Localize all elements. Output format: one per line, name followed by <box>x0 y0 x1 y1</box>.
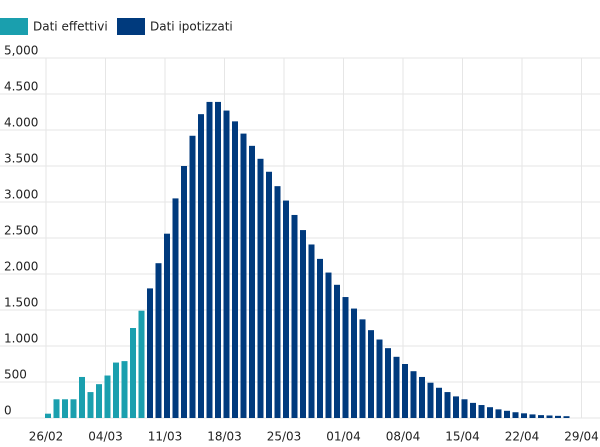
bar <box>113 362 119 418</box>
bar <box>359 319 366 418</box>
bar <box>283 200 289 418</box>
bar <box>206 101 213 419</box>
bar <box>521 413 527 418</box>
bar <box>402 364 408 418</box>
bar <box>104 375 111 418</box>
bar <box>257 158 264 419</box>
bar <box>79 376 85 418</box>
bar <box>266 171 272 418</box>
bar <box>529 414 536 418</box>
y-tick-label: 3.000 <box>4 188 38 202</box>
bar <box>461 399 468 418</box>
y-tick-label: 500 <box>4 368 27 382</box>
y-tick-label: 2.000 <box>4 260 38 274</box>
bar <box>470 402 476 418</box>
bar <box>130 328 136 418</box>
bar <box>87 392 94 418</box>
bar <box>155 263 162 418</box>
x-tick-label: 11/03 <box>148 430 183 444</box>
y-tick-label: 1.500 <box>4 296 38 310</box>
x-tick-label: 18/03 <box>207 430 242 444</box>
y-tick-label: 4.000 <box>4 116 38 130</box>
bar <box>189 135 196 418</box>
legend-label: Dati effettivi <box>33 20 108 34</box>
bar <box>368 330 374 418</box>
x-tick-label: 26/02 <box>29 430 64 444</box>
bar <box>538 415 544 418</box>
legend-swatch <box>117 18 145 35</box>
bar <box>376 339 383 418</box>
x-tick-label: 22/04 <box>505 430 540 444</box>
bar <box>291 214 298 418</box>
x-tick-label: 25/03 <box>267 430 302 444</box>
legend-swatch <box>0 18 28 35</box>
y-tick-label: 0 <box>4 404 12 418</box>
bar <box>198 114 204 418</box>
bar <box>70 399 77 418</box>
x-tick-label: 04/03 <box>88 430 123 444</box>
y-tick-label: 1.000 <box>4 332 38 346</box>
bar <box>96 384 102 418</box>
bar <box>223 110 230 418</box>
bar <box>546 415 553 418</box>
bar <box>215 101 221 419</box>
bar <box>563 416 570 418</box>
bar <box>393 356 400 418</box>
bar <box>512 412 519 418</box>
bar <box>164 233 170 418</box>
bar <box>53 399 60 418</box>
bar <box>274 186 281 418</box>
bar <box>232 121 238 419</box>
y-tick-label: 3.500 <box>4 152 38 166</box>
legend-label: Dati ipotizzati <box>150 20 233 34</box>
bar <box>300 230 306 418</box>
y-tick-label: 4.500 <box>4 80 38 94</box>
bar <box>555 415 561 418</box>
bar <box>453 396 459 418</box>
bar <box>385 348 391 418</box>
bar <box>172 198 179 418</box>
bar <box>138 310 145 418</box>
x-tick-label: 29/04 <box>564 430 599 444</box>
bar <box>62 399 68 418</box>
bar <box>147 288 153 418</box>
bar <box>45 413 51 418</box>
bar <box>240 133 247 418</box>
bar <box>487 407 493 418</box>
bar <box>427 382 434 418</box>
x-tick-label: 01/04 <box>326 430 361 444</box>
bar <box>495 409 502 418</box>
bar <box>317 258 323 418</box>
bar <box>308 244 315 418</box>
x-tick-label: 08/04 <box>386 430 421 444</box>
x-tick-label: 15/04 <box>445 430 480 444</box>
bar <box>478 405 485 418</box>
y-tick-label: 5,000 <box>4 44 38 58</box>
bar <box>121 361 128 418</box>
bar <box>444 392 451 418</box>
bar <box>325 272 332 418</box>
y-tick-label: 2.500 <box>4 224 38 238</box>
bar <box>342 297 349 418</box>
bar <box>410 371 417 418</box>
bar <box>504 410 510 418</box>
bar <box>419 376 425 418</box>
bar <box>181 166 187 418</box>
bar <box>351 308 357 418</box>
bar <box>334 284 340 418</box>
bar <box>249 145 255 418</box>
bar <box>436 387 442 418</box>
